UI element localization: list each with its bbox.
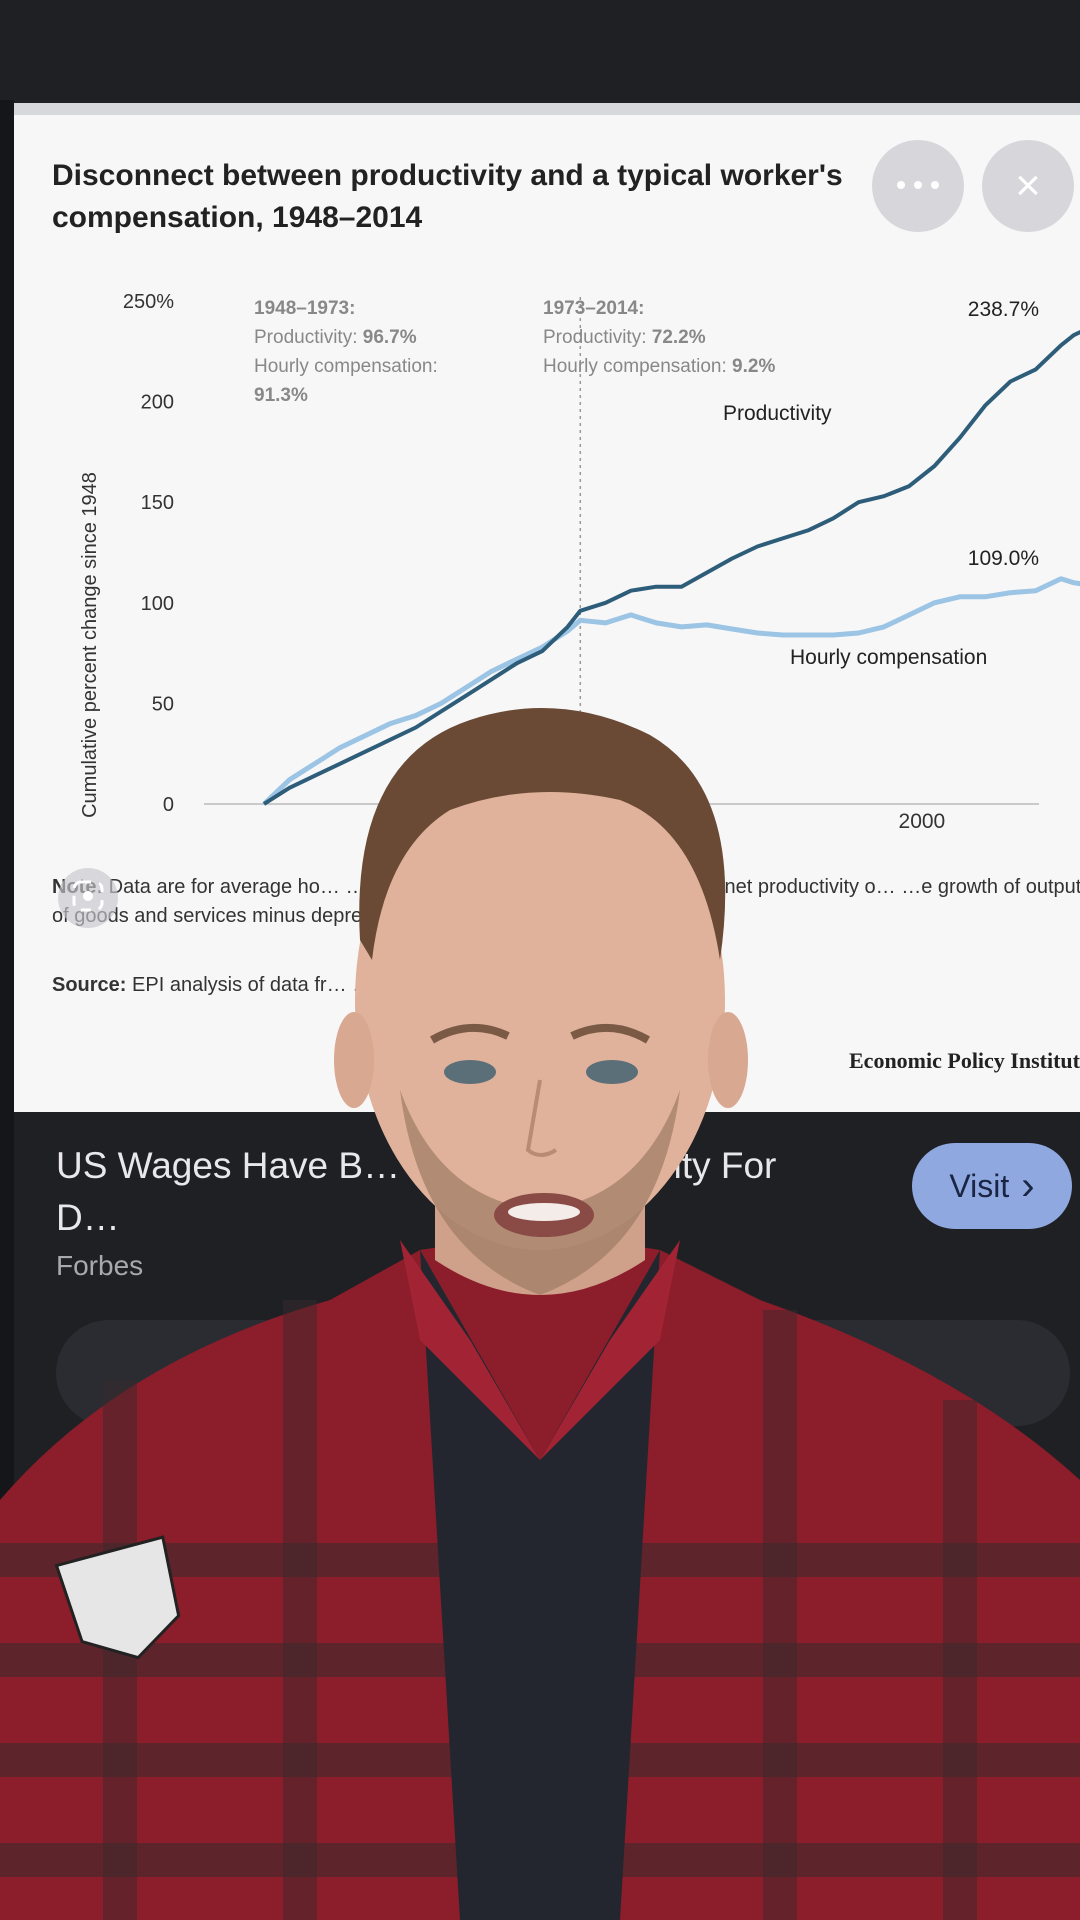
annotation-prod-value: 96.7% — [363, 327, 417, 348]
visit-label: Visit — [949, 1167, 1010, 1204]
annotation-prod-label: Productivity: — [543, 327, 646, 348]
close-icon: × — [1015, 161, 1041, 210]
end-label-compensation: 109.0% — [968, 547, 1039, 570]
y-tick-label: 50 — [152, 693, 174, 715]
y-tick-label: 250% — [123, 291, 174, 313]
y-tick-label: 100 — [141, 593, 174, 615]
x-tick-label: 2000 — [899, 810, 946, 833]
y-tick-label: 150 — [141, 492, 174, 514]
close-button[interactable]: × — [982, 140, 1074, 232]
publisher-brand: Economic Policy Institut — [849, 1048, 1080, 1073]
annotation-comp-value: 91.3% — [254, 385, 308, 406]
annotation-prod-value: 72.2% — [652, 327, 706, 348]
visit-button[interactable]: Visit › — [912, 1143, 1072, 1229]
y-axis-title: Cumulative percent change since 1948 — [79, 472, 101, 818]
svg-text:Productivity: 72.2%: Productivity: 72.2% — [543, 327, 706, 348]
series-line-productivity — [262, 329, 1080, 806]
series-label-compensation: Hourly compensation — [790, 646, 987, 669]
y-tick-label: 200 — [141, 392, 174, 414]
more-icon — [896, 177, 940, 195]
lens-icon — [71, 879, 105, 918]
patch-logo — [54, 1535, 181, 1660]
svg-text:Productivity: 96.7%: Productivity: 96.7% — [254, 327, 417, 348]
end-label-productivity: 238.7% — [968, 298, 1039, 321]
annotation-comp-label: Hourly compensation: — [254, 356, 438, 377]
annotation-period: 1948–1973: — [254, 298, 355, 319]
annotation-comp-value: 9.2% — [732, 356, 775, 377]
annotation-period: 1973–2014: — [543, 298, 644, 319]
status-bar — [0, 0, 1080, 100]
annotation-1973-2014: 1973–2014: Productivity: 72.2% Hourly co… — [543, 298, 775, 377]
source-label: Source: — [52, 974, 127, 996]
annotation-prod-label: Productivity: — [254, 327, 357, 348]
annotation-1948-1973: 1948–1973: Productivity: 96.7% Hourly co… — [254, 298, 438, 406]
annotation-comp-label: Hourly compensation: — [543, 356, 727, 377]
line-chart: Cumulative percent change since 1948 250… — [79, 291, 1080, 833]
svg-text:Hourly compensation: 9.2%: Hourly compensation: 9.2% — [543, 356, 775, 377]
series-line-hourly-compensation — [262, 576, 1080, 806]
y-tick-label: 0 — [163, 794, 174, 816]
more-button[interactable] — [872, 140, 964, 232]
series-label-productivity: Productivity — [723, 402, 832, 425]
chevron-right-icon: › — [1021, 1164, 1035, 1208]
chart-title: Disconnect between productivity and a ty… — [52, 159, 843, 234]
lens-button[interactable] — [58, 868, 118, 928]
result-source: Forbes — [56, 1250, 144, 1281]
screen-edge — [0, 100, 14, 1920]
